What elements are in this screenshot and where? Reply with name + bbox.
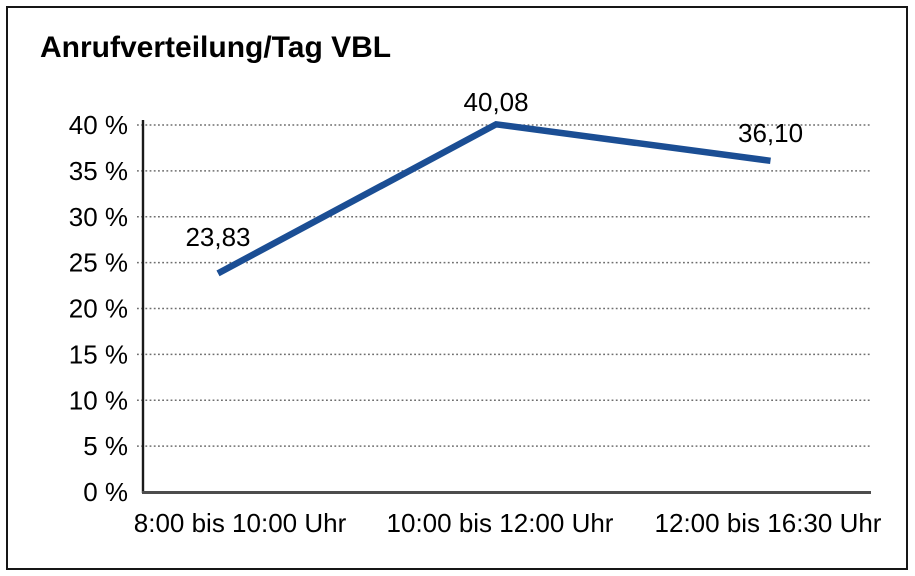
data-point-label: 40,08: [464, 87, 529, 117]
chart-frame: [6, 6, 908, 570]
chart-title: Anrufverteilung/Tag VBL: [40, 31, 392, 64]
x-category-label: 12:00 bis 16:30 Uhr: [655, 508, 882, 538]
y-tick-label: 0 %: [83, 477, 128, 507]
data-point-label: 23,83: [185, 222, 250, 252]
y-tick-label: 35 %: [69, 156, 128, 186]
data-series-line: [216, 120, 771, 277]
y-tick-label: 15 %: [69, 339, 128, 369]
y-tick-label: 10 %: [69, 385, 128, 415]
x-category-label: 8:00 bis 10:00 Uhr: [134, 508, 347, 538]
x-category-label: 10:00 bis 12:00 Uhr: [387, 508, 614, 538]
y-tick-label: 40 %: [69, 110, 128, 140]
data-point-label: 36,10: [738, 118, 803, 148]
y-tick-label: 30 %: [69, 202, 128, 232]
y-tick-label: 5 %: [83, 431, 128, 461]
y-tick-label: 20 %: [69, 294, 128, 324]
y-tick-label: 25 %: [69, 248, 128, 278]
